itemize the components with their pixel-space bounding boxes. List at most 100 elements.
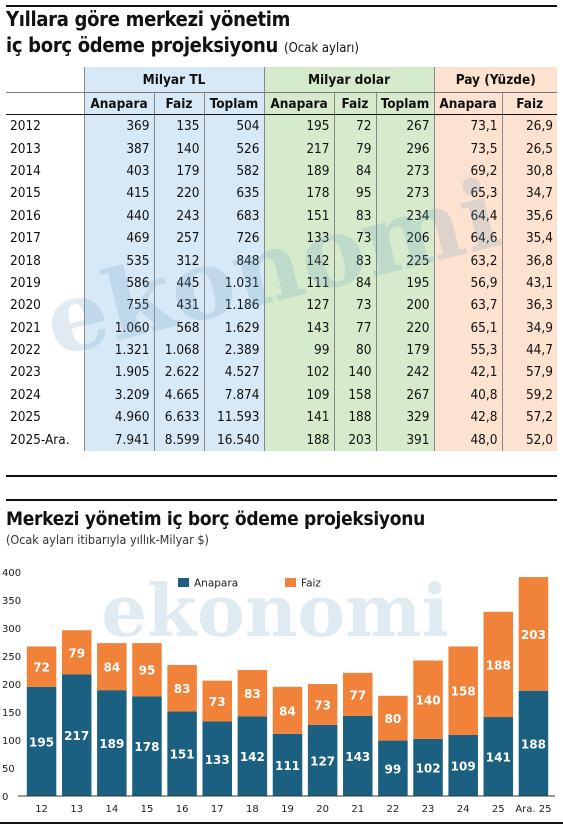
value-cell: 189 <box>263 159 334 183</box>
bar-label-faiz: 188 <box>486 658 511 672</box>
bar-faiz <box>167 664 197 712</box>
table-row: 2019 586 445 1.031 111 84 195 56,9 43,1 <box>6 271 557 295</box>
value-cell: 203 <box>333 428 376 451</box>
year-cell: 2023 <box>6 361 84 384</box>
value-cell: 1.905 <box>83 361 154 384</box>
value-cell: 16.540 <box>203 428 264 451</box>
bar-label-faiz: 77 <box>349 688 366 702</box>
top-rule <box>6 5 557 7</box>
bar-faiz <box>132 643 162 697</box>
year-cell: 2025 <box>6 406 84 429</box>
table-row: 2025 4.960 6.633 11.593 141 188 329 42,8 57,2 <box>6 406 557 429</box>
bar-faiz <box>61 630 92 675</box>
year-cell: 2025-Ara. <box>6 428 84 451</box>
x-tick-label: 22 <box>387 804 400 815</box>
value-cell: 8.599 <box>153 428 204 451</box>
value-cell: 72 <box>333 114 376 138</box>
table-bottom-rule <box>6 475 557 477</box>
value-cell: 43,1 <box>501 271 557 295</box>
value-cell: 42,1 <box>433 361 502 384</box>
value-cell: 4.665 <box>153 383 204 407</box>
table-row: 2020 755 431 1.186 127 73 200 63,7 36,3 <box>6 294 557 317</box>
bar-faiz <box>343 672 373 716</box>
bar-anapara <box>307 724 338 796</box>
y-tick-label: 400 <box>2 568 21 579</box>
bar-faiz <box>483 611 514 718</box>
value-cell: 387 <box>83 137 154 160</box>
year-cell: 2017 <box>6 226 84 250</box>
value-cell: 63,7 <box>433 294 502 317</box>
group-header-pay: Pay (Yüzde) <box>433 67 557 93</box>
chart-title: Merkezi yönetim iç borç ödeme projeksiyo… <box>6 508 425 530</box>
value-cell: 273 <box>375 159 434 183</box>
bar-label-faiz: 95 <box>139 664 156 678</box>
value-cell: 83 <box>333 204 376 227</box>
value-cell: 34,7 <box>501 182 557 205</box>
value-cell: 141 <box>263 406 334 429</box>
value-cell: 726 <box>203 226 264 250</box>
value-cell: 56,9 <box>433 271 502 295</box>
bar-anapara <box>97 690 127 796</box>
value-cell: 179 <box>375 338 434 362</box>
table-row: 2013 387 140 526 217 79 296 73,5 26,5 <box>6 137 557 160</box>
value-cell: 73,5 <box>433 137 502 160</box>
value-cell: 469 <box>83 226 154 250</box>
value-cell: 7.941 <box>83 428 154 451</box>
year-cell: 2012 <box>6 114 84 138</box>
bar-anapara <box>167 711 197 796</box>
value-cell: 206 <box>375 226 434 250</box>
bar-label-anapara: 111 <box>275 759 300 773</box>
col-header: Faiz <box>501 92 557 115</box>
year-cell: 2013 <box>6 137 84 160</box>
value-cell: 57,9 <box>501 361 557 384</box>
value-cell: 42,8 <box>433 406 502 429</box>
corner-cell <box>6 67 84 93</box>
table-row: 2012 369 135 504 195 72 267 73,1 26,9 <box>6 114 557 138</box>
x-tick-label: 15 <box>141 804 154 815</box>
group-header-usd: Milyar dolar <box>263 67 434 93</box>
bar-label-anapara: 109 <box>451 759 476 773</box>
value-cell: 35,6 <box>501 204 557 227</box>
x-tick-label: Ara. 25 <box>515 804 551 815</box>
table-title-note: (Ocak ayları) <box>284 41 359 56</box>
value-cell: 2.622 <box>153 361 204 384</box>
value-cell: 369 <box>83 114 154 138</box>
value-cell: 526 <box>203 137 264 160</box>
value-cell: 415 <box>83 182 154 205</box>
value-cell: 1.031 <box>203 271 264 295</box>
year-cell: 2022 <box>6 338 84 362</box>
bar-faiz <box>26 646 57 687</box>
value-cell: 1.060 <box>83 316 154 339</box>
table-row: 2021 1.060 568 1.629 143 77 220 65,1 34,9 <box>6 316 557 339</box>
bar-anapara <box>518 690 549 796</box>
value-cell: 431 <box>153 294 204 317</box>
data-table: Milyar TL Milyar dolar Pay (Yüzde) Anapa… <box>6 67 557 451</box>
bar-label-faiz: 83 <box>174 682 191 696</box>
bar-faiz <box>237 670 268 717</box>
group-header-tl: Milyar TL <box>83 67 264 93</box>
table-row: 2015 415 220 635 178 95 273 65,3 34,7 <box>6 182 557 205</box>
table-row: 2016 440 243 683 151 83 234 64,4 35,6 <box>6 204 557 227</box>
value-cell: 64,6 <box>433 226 502 250</box>
value-cell: 220 <box>375 316 434 339</box>
bar-anapara <box>413 738 443 796</box>
value-cell: 140 <box>153 137 204 160</box>
value-cell: 403 <box>83 159 154 183</box>
bar-label-faiz: 84 <box>103 661 120 675</box>
bar-label-faiz: 84 <box>279 704 296 718</box>
bar-anapara <box>272 733 303 796</box>
bar-label-anapara: 99 <box>385 762 402 776</box>
year-cell: 2014 <box>6 159 84 183</box>
value-cell: 36,3 <box>501 294 557 317</box>
bar-anapara <box>237 716 268 796</box>
bar-faiz <box>272 686 303 734</box>
value-cell: 504 <box>203 114 264 138</box>
year-cell: 2021 <box>6 316 84 339</box>
col-header: Anapara <box>433 92 502 115</box>
value-cell: 234 <box>375 204 434 227</box>
x-tick-label: 18 <box>246 804 259 815</box>
year-cell: 2018 <box>6 249 84 272</box>
bar-label-faiz: 203 <box>521 628 546 642</box>
year-header <box>6 92 84 115</box>
bar-label-faiz: 83 <box>244 687 261 701</box>
